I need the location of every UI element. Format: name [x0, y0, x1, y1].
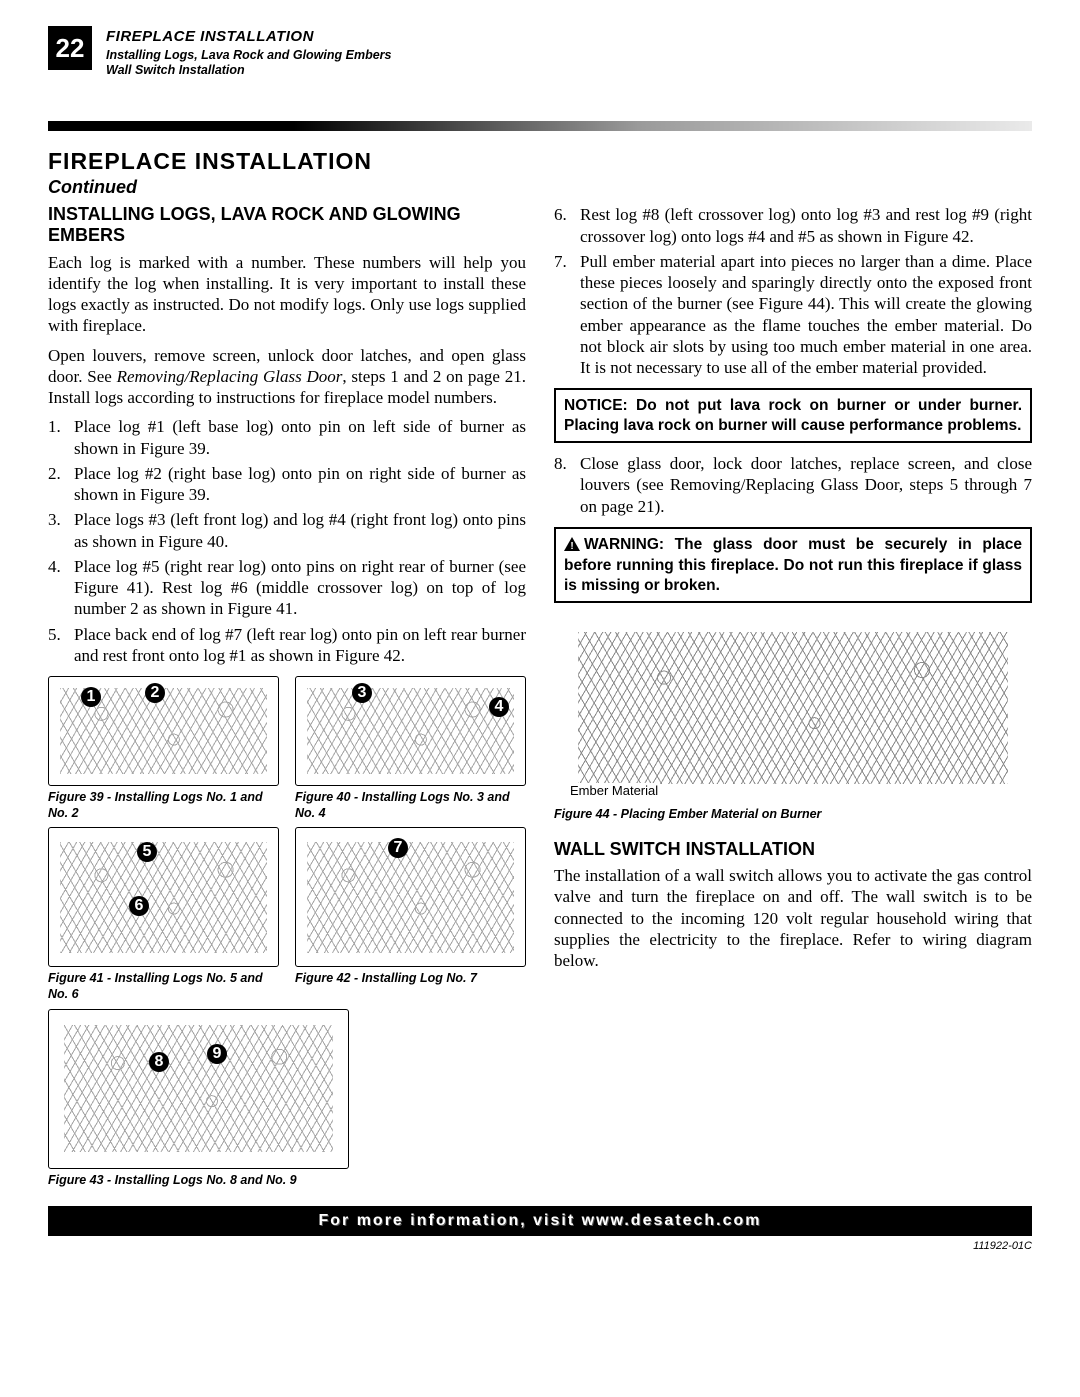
notice-box: NOTICE: Do not put lava rock on burner o… — [554, 388, 1032, 443]
figure-40: 3 4 Figure 40 - Installing Logs No. 3 an… — [295, 676, 526, 821]
intro-para-1: Each log is marked with a number. These … — [48, 252, 526, 337]
step-6: Rest log #8 (left crossover log) onto lo… — [554, 204, 1032, 247]
figure-42-caption: Figure 42 - Installing Log No. 7 — [295, 971, 526, 987]
page-number: 22 — [48, 26, 92, 70]
step-1: Place log #1 (left base log) onto pin on… — [48, 416, 526, 459]
log-label-4: 4 — [489, 697, 509, 717]
log-label-1: 1 — [81, 687, 101, 707]
figure-40-caption: Figure 40 - Installing Logs No. 3 and No… — [295, 790, 526, 821]
right-column: Rest log #8 (left crossover log) onto lo… — [554, 204, 1032, 1188]
wall-switch-para: The installation of a wall switch allows… — [554, 865, 1032, 971]
header-sub-1: Installing Logs, Lava Rock and Glowing E… — [106, 48, 391, 64]
page-header: 22 FIREPLACE INSTALLATION Installing Log… — [48, 26, 1032, 79]
step-4: Place log #5 (right rear log) onto pins … — [48, 556, 526, 620]
step-5: Place back end of log #7 (left rear log)… — [48, 624, 526, 667]
section-heading-wall-switch: WALL SWITCH INSTALLATION — [554, 839, 1032, 860]
log-sketch-icon — [307, 842, 513, 952]
warning-box: ! WARNING: The glass door must be secure… — [554, 527, 1032, 603]
figure-44: Ember Material Figure 44 - Placing Ember… — [554, 613, 1032, 823]
header-text: FIREPLACE INSTALLATION Installing Logs, … — [106, 26, 391, 79]
figure-39: 1 2 Figure 39 - Installing Logs No. 1 an… — [48, 676, 279, 821]
log-sketch-icon — [64, 1025, 333, 1151]
header-title: FIREPLACE INSTALLATION — [106, 28, 391, 47]
log-sketch-icon — [307, 688, 513, 774]
step-2: Place log #2 (right base log) onto pin o… — [48, 463, 526, 506]
continued-label: Continued — [48, 176, 1032, 199]
figure-39-caption: Figure 39 - Installing Logs No. 1 and No… — [48, 790, 279, 821]
figure-39-image: 1 2 — [48, 676, 279, 786]
footer-bar: For more information, visit www.desatech… — [48, 1206, 1032, 1236]
log-label-9: 9 — [207, 1044, 227, 1064]
figure-row-41-42: 5 6 Figure 41 - Installing Logs No. 5 an… — [48, 827, 526, 1002]
log-label-8: 8 — [149, 1052, 169, 1072]
figure-41: 5 6 Figure 41 - Installing Logs No. 5 an… — [48, 827, 279, 1002]
figure-40-image: 3 4 — [295, 676, 526, 786]
intro-para-2: Open louvers, remove screen, unlock door… — [48, 345, 526, 409]
steps-6-7: Rest log #8 (left crossover log) onto lo… — [554, 204, 1032, 378]
warning-text: WARNING: The glass door must be securely… — [564, 536, 1022, 594]
ember-material-label: Ember Material — [568, 783, 660, 799]
figure-42: 7 Figure 42 - Installing Log No. 7 — [295, 827, 526, 1002]
left-column: INSTALLING LOGS, LAVA ROCK AND GLOWING E… — [48, 204, 526, 1188]
steps-8: Close glass door, lock door latches, rep… — [554, 453, 1032, 517]
steps-1-5: Place log #1 (left base log) onto pin on… — [48, 416, 526, 666]
figure-43-caption: Figure 43 - Installing Logs No. 8 and No… — [48, 1173, 349, 1189]
gradient-divider — [48, 121, 1032, 131]
log-sketch-icon — [60, 842, 266, 952]
log-sketch-icon — [578, 632, 1008, 784]
svg-text:!: ! — [570, 541, 573, 551]
figure-row-39-40: 1 2 Figure 39 - Installing Logs No. 1 an… — [48, 676, 526, 821]
section-heading-logs: INSTALLING LOGS, LAVA ROCK AND GLOWING E… — [48, 204, 526, 245]
log-label-2: 2 — [145, 683, 165, 703]
figure-43-image: 8 9 — [48, 1009, 349, 1169]
step-7: Pull ember material apart into pieces no… — [554, 251, 1032, 379]
document-number: 111922-01C — [48, 1240, 1032, 1254]
figure-41-image: 5 6 — [48, 827, 279, 967]
step-3: Place logs #3 (left front log) and log #… — [48, 509, 526, 552]
main-heading: Fireplace Installation — [48, 147, 1032, 176]
two-column-body: INSTALLING LOGS, LAVA ROCK AND GLOWING E… — [48, 204, 1032, 1188]
header-sub-2: Wall Switch Installation — [106, 63, 391, 79]
warning-icon: ! — [564, 537, 580, 556]
step-8: Close glass door, lock door latches, rep… — [554, 453, 1032, 517]
log-label-3: 3 — [352, 683, 372, 703]
figure-44-caption: Figure 44 - Placing Ember Material on Bu… — [554, 807, 1032, 823]
figure-44-image: Ember Material — [554, 613, 1032, 803]
figure-43: 8 9 Figure 43 - Installing Logs No. 8 an… — [48, 1009, 349, 1189]
intro2-em: Removing/Replacing Glass Door — [117, 367, 343, 386]
figure-42-image: 7 — [295, 827, 526, 967]
figure-41-caption: Figure 41 - Installing Logs No. 5 and No… — [48, 971, 279, 1002]
